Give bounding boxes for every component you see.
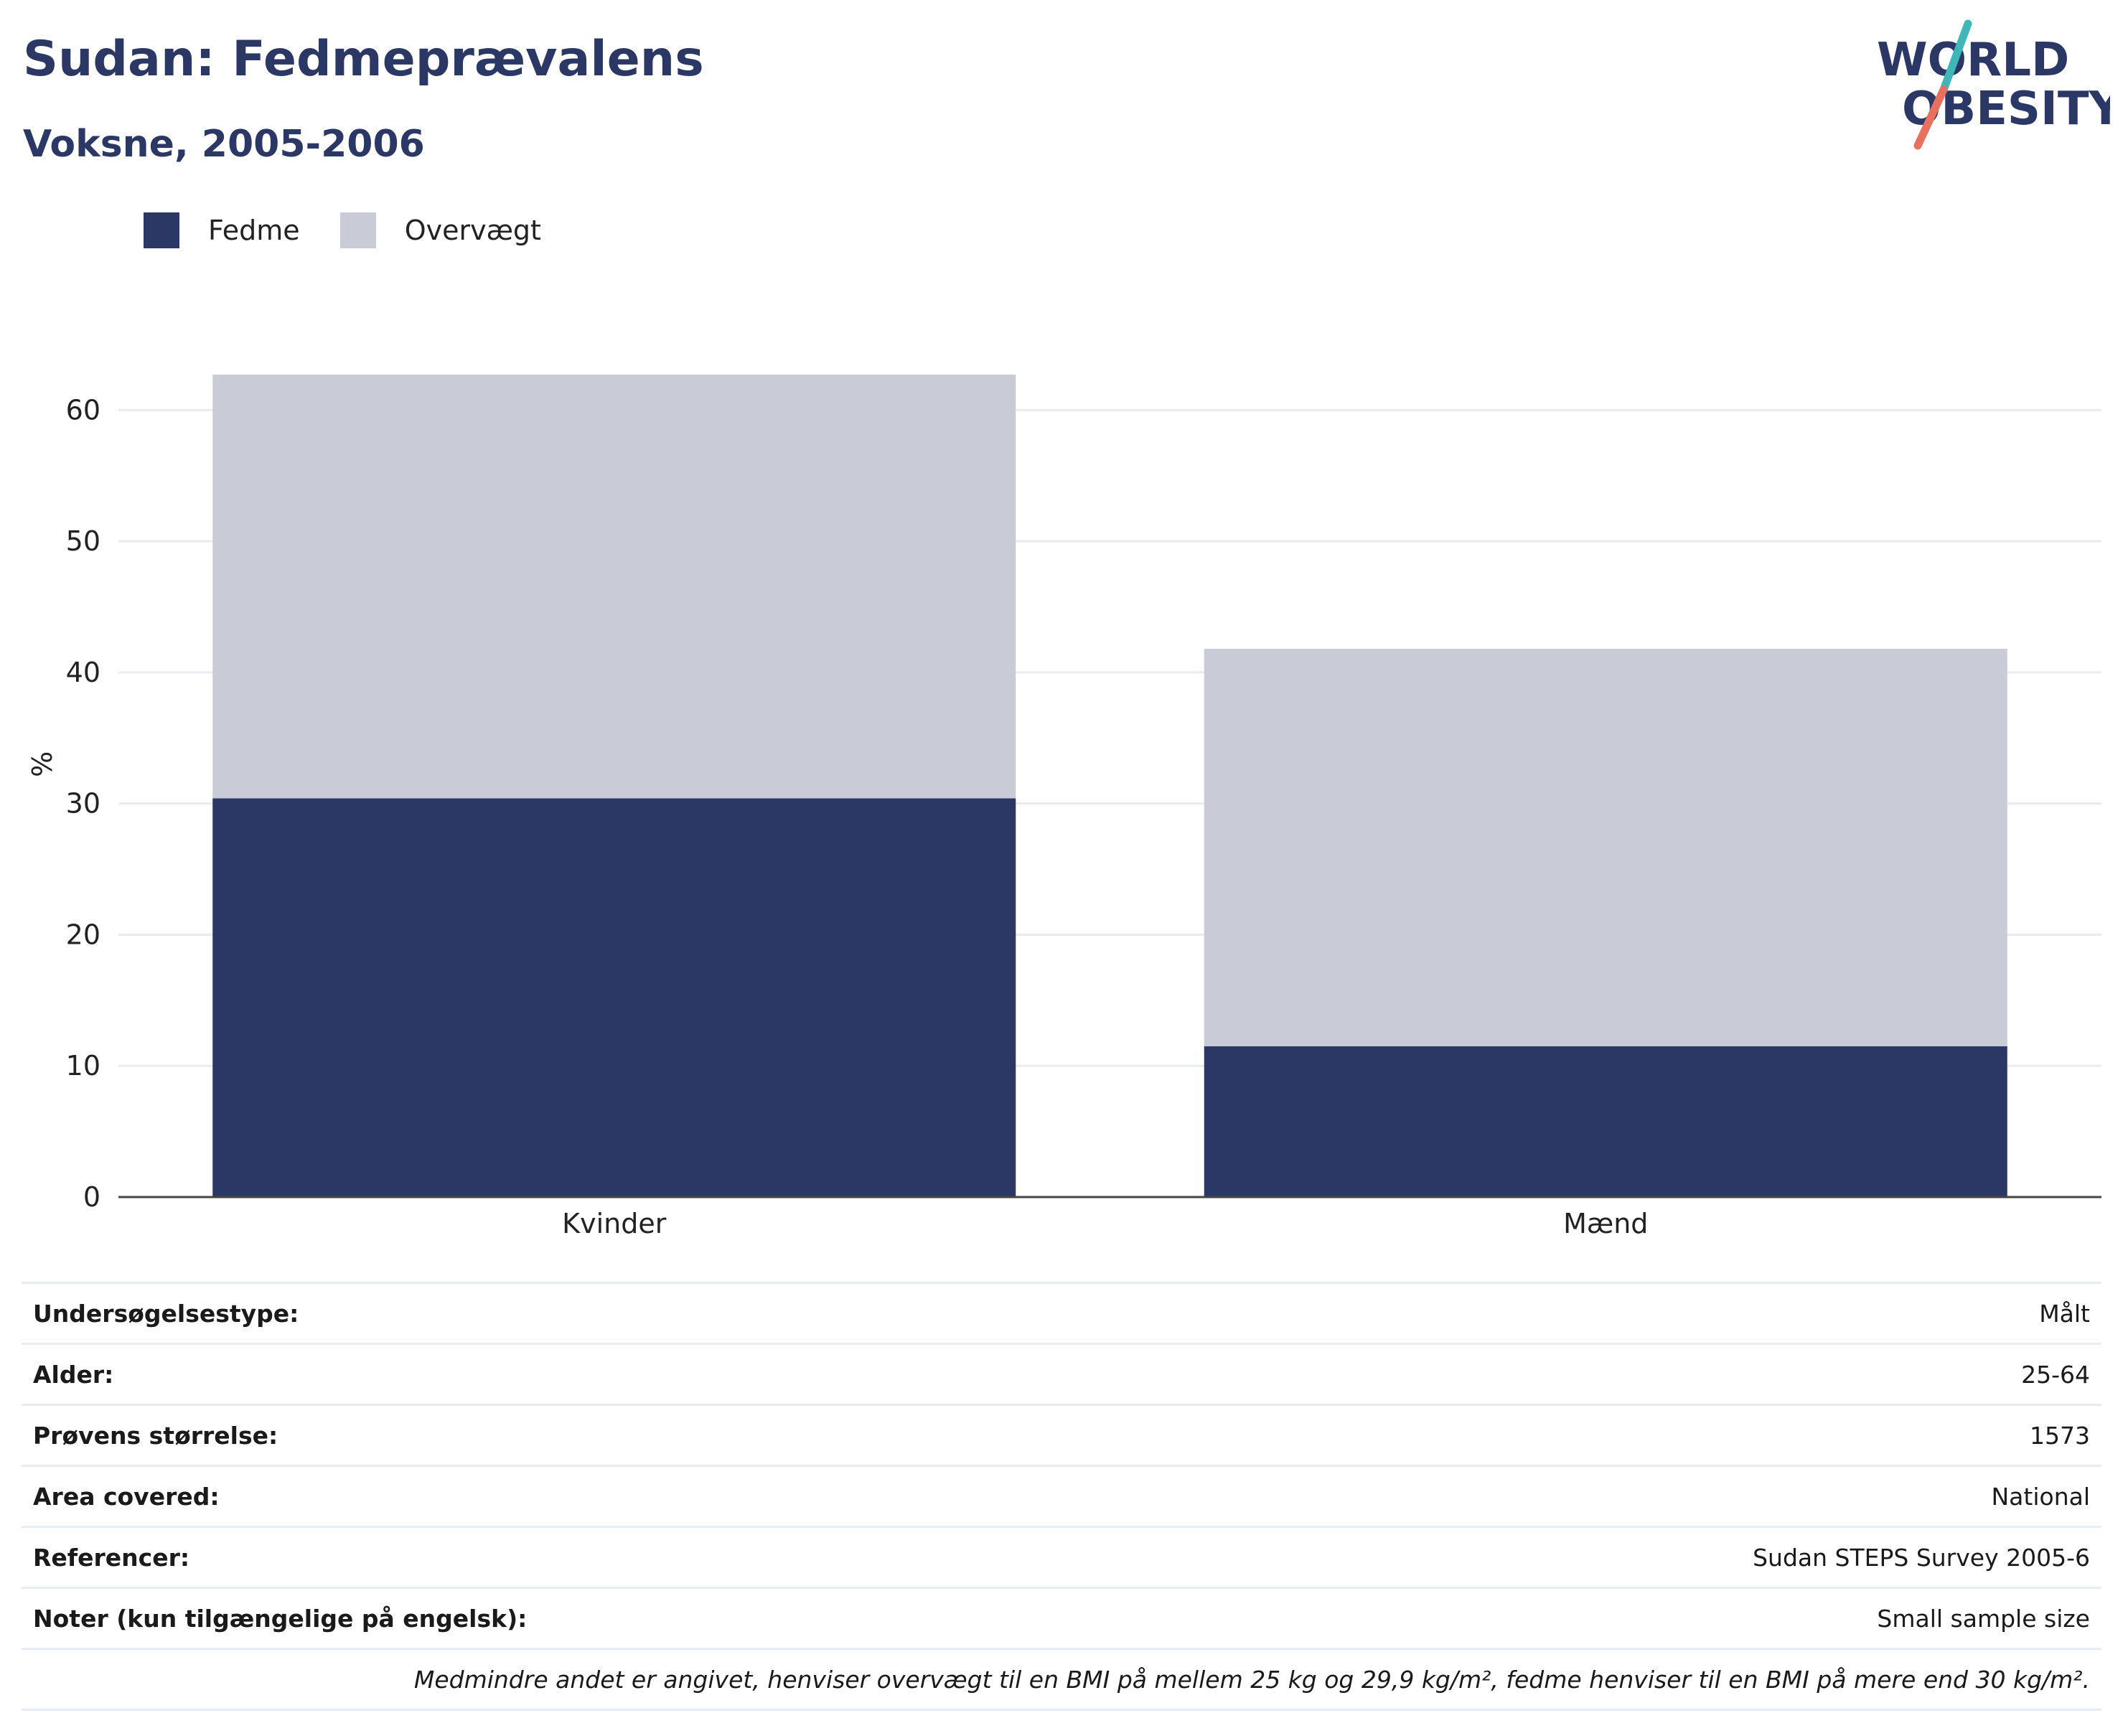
bars (212, 375, 2007, 1197)
y-tick-label: 40 (66, 657, 100, 688)
stacked-bar-chart: 0 10 20 30 40 50 60% Kvinder Mænd (27, 375, 2101, 1239)
table-row: Area covered: National (22, 1465, 2101, 1528)
table-row: Prøvens størrelse: 1573 (22, 1404, 2101, 1467)
world-obesity-logo: WORLD OBESITY (1877, 19, 2110, 150)
legend-label-fedme: Fedme (208, 215, 300, 246)
bar-fedme-0[interactable] (212, 798, 1016, 1197)
logo-slash-bottom (1913, 85, 1948, 150)
y-tick-label: 60 (66, 394, 100, 426)
row-label: Noter (kun tilgængelige på engelsk): (22, 1587, 1247, 1650)
row-label: Undersøgelsestype: (22, 1282, 1247, 1345)
row-label: Area covered: (22, 1465, 1247, 1528)
table-row: Alder: 25-64 (22, 1343, 2101, 1406)
survey-info-table: Undersøgelsestype: Målt Alder: 25-64 Prø… (22, 1282, 2101, 1711)
y-tick-label: 0 (83, 1181, 100, 1213)
y-axis-label: % (27, 751, 58, 777)
row-value: 25-64 (1247, 1343, 2101, 1406)
row-value: National (1247, 1465, 2101, 1528)
row-value: 1573 (1247, 1404, 2101, 1467)
legend: Fedme Overvægt (144, 212, 581, 248)
x-tick-label: Mænd (1563, 1208, 1648, 1239)
bar-overvaegt-1[interactable] (1204, 649, 2007, 1046)
table-row: Undersøgelsestype: Målt (22, 1282, 2101, 1345)
legend-item-fedme[interactable]: Fedme (144, 212, 300, 248)
y-tick-label: 30 (66, 788, 100, 820)
logo-text-world: WORLD (1877, 34, 2069, 87)
row-label: Referencer: (22, 1526, 1247, 1589)
legend-label-overvaegt: Overvægt (404, 215, 541, 246)
row-value: Sudan STEPS Survey 2005-6 (1247, 1526, 2101, 1589)
row-label: Prøvens størrelse: (22, 1404, 1247, 1467)
table-row: Referencer: Sudan STEPS Survey 2005-6 (22, 1526, 2101, 1589)
row-value: Målt (1247, 1282, 2101, 1345)
bar-overvaegt-0[interactable] (212, 375, 1016, 799)
row-value: Small sample size (1247, 1587, 2101, 1650)
chart-title: Sudan: Fedmeprævalens (23, 31, 704, 88)
y-tick-label: 10 (66, 1050, 100, 1082)
y-tick-label: 20 (66, 919, 100, 950)
legend-swatch-overvaegt (339, 212, 376, 248)
row-label: Alder: (22, 1343, 1247, 1406)
y-tick-label: 50 (66, 525, 100, 557)
table-row-footnote: Medmindre andet er angivet, henviser ove… (22, 1648, 2101, 1711)
table-row: Noter (kun tilgængelige på engelsk): Sma… (22, 1587, 2101, 1650)
chart-subtitle: Voksne, 2005-2006 (23, 123, 425, 166)
axes: 0 10 20 30 40 50 60% Kvinder Mænd (27, 394, 2101, 1239)
legend-swatch-fedme (144, 212, 179, 248)
logo-slash-top (1939, 19, 1972, 94)
legend-item-overvaegt[interactable]: Overvægt (339, 212, 541, 248)
bar-fedme-1[interactable] (1204, 1046, 2007, 1197)
footnote: Medmindre andet er angivet, henviser ove… (22, 1648, 2101, 1711)
x-tick-label: Kvinder (562, 1208, 667, 1239)
